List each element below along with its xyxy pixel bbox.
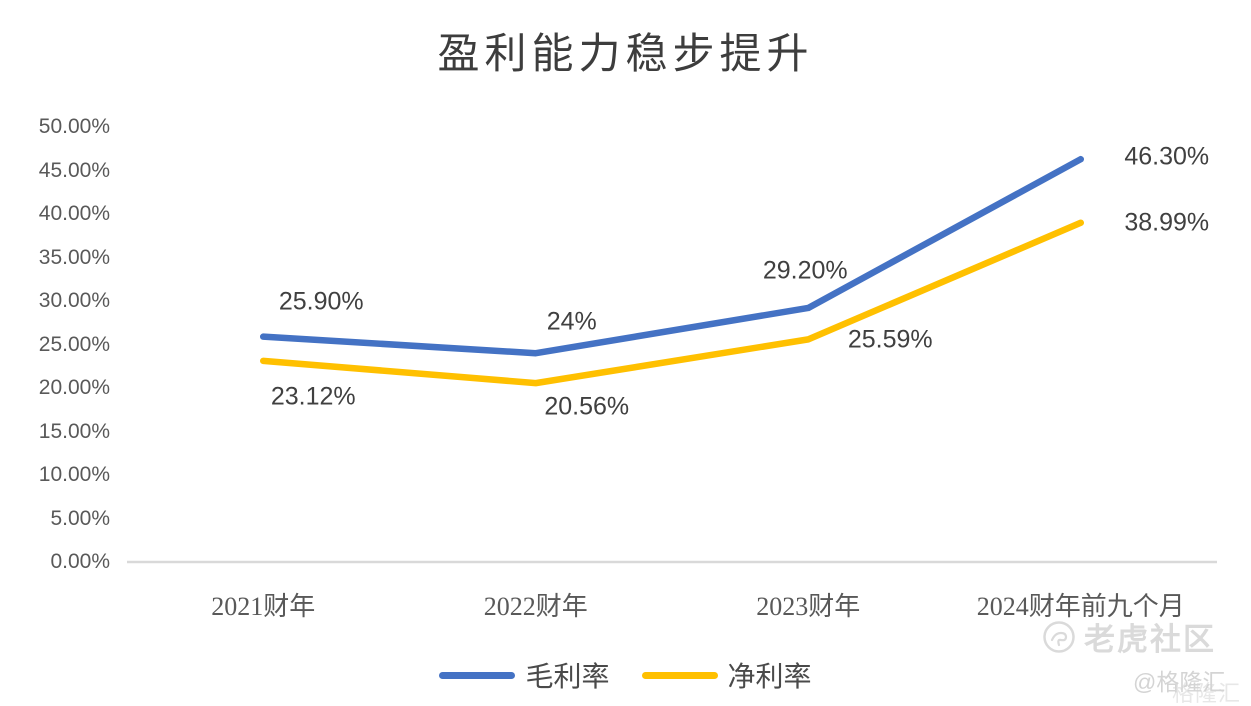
data-label: 25.90% <box>278 287 364 316</box>
x-axis-category-label: 2023财年 <box>756 592 861 621</box>
y-axis-tick-label: 20.00% <box>38 376 110 399</box>
tiger-community-label: 老虎社区 <box>1084 622 1216 657</box>
legend-label-net-margin: 净利率 <box>727 662 812 693</box>
legend-swatch-net-margin <box>641 671 718 679</box>
data-label: 38.99% <box>1124 208 1210 237</box>
y-axis-tick-label: 45.00% <box>38 158 110 182</box>
data-label: 23.12% <box>270 382 356 411</box>
series-line-毛利率 <box>260 155 1084 357</box>
x-axis-category-label: 2024财年前九个月 <box>976 592 1185 621</box>
y-axis-tick-label: 5.00% <box>50 506 110 530</box>
data-label: 24% <box>546 307 597 336</box>
y-axis-tick-label: 30.00% <box>38 289 110 312</box>
data-label: 29.20% <box>762 256 848 285</box>
y-axis-tick-label: 40.00% <box>38 202 110 225</box>
legend-label-gross-margin: 毛利率 <box>525 662 610 693</box>
gelonghui-watermark: @格隆汇 <box>1133 669 1226 695</box>
chart-title: 盈利能力稳步提升 <box>437 32 814 78</box>
y-axis-tick-label: 35.00% <box>38 245 110 269</box>
gelonghui-ghost-watermark: 格隆汇 <box>1172 681 1242 706</box>
series-line-净利率 <box>260 219 1084 387</box>
tiger-logo-icon <box>1043 620 1075 653</box>
data-label: 46.30% <box>1124 142 1210 171</box>
data-label: 25.59% <box>847 325 933 354</box>
legend: 毛利率 净利率 <box>0 655 1251 695</box>
x-axis-category-label: 2022财年 <box>483 592 588 621</box>
y-axis-tick-label: 15.00% <box>38 419 110 443</box>
x-axis-category-label: 2021财年 <box>211 592 316 621</box>
y-axis-tick-label: 0.00% <box>50 550 110 573</box>
tiger-community-watermark: 老虎社区 <box>1042 614 1216 659</box>
data-label: 20.56% <box>544 392 630 421</box>
y-axis-tick-label: 25.00% <box>38 332 110 356</box>
y-axis-tick-label: 50.00% <box>38 115 110 138</box>
y-axis-tick-label: 10.00% <box>38 463 110 486</box>
legend-swatch-gross-margin <box>439 671 516 679</box>
